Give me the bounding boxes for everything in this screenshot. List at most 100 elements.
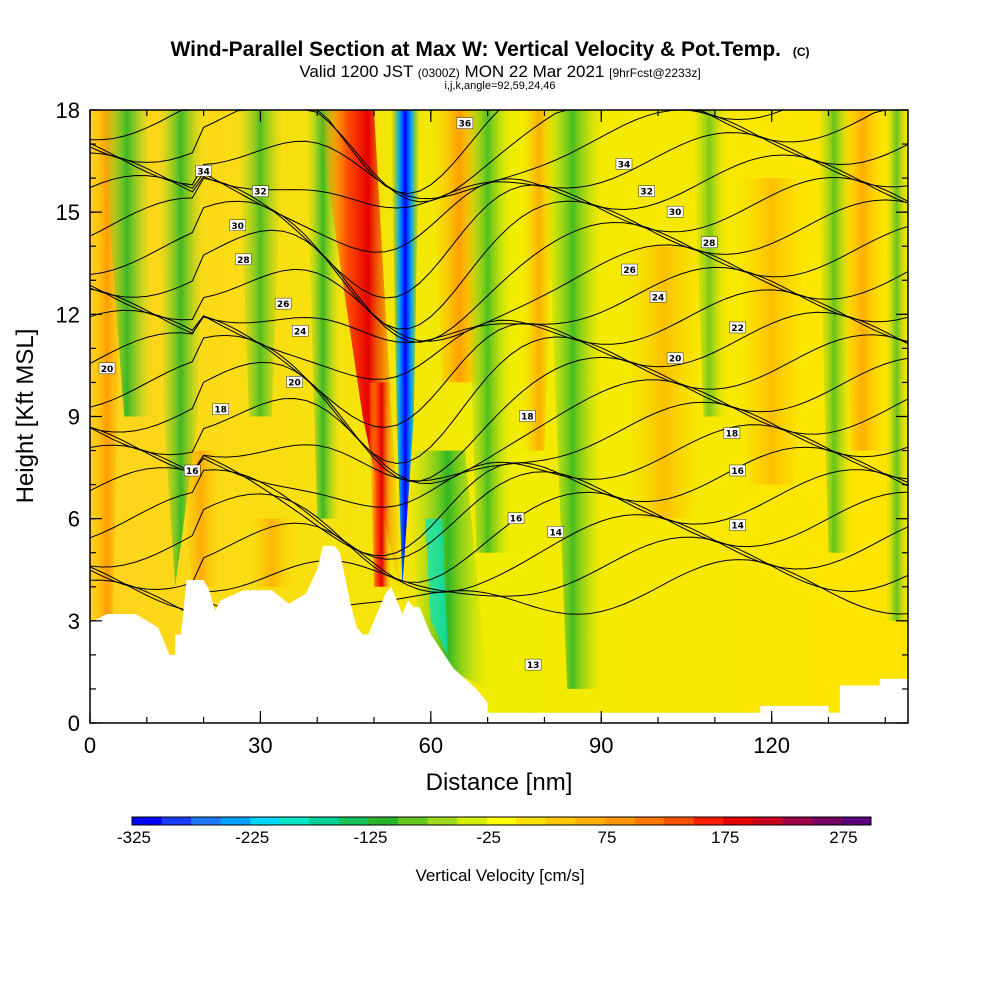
svg-text:28: 28: [703, 239, 716, 249]
velocity-band: [180, 450, 221, 587]
theta-contour-label: 32: [252, 185, 269, 198]
colorbar-swatch: [220, 817, 251, 825]
theta-contour-label: 24: [291, 325, 309, 337]
colorbar-swatch: [752, 817, 783, 825]
theta-contour: [90, 356, 908, 482]
theta-contour-label: 34: [615, 158, 633, 170]
y-tick-label: 12: [56, 302, 80, 327]
velocity-band: [839, 110, 886, 451]
valid-date: MON 22 Mar 2021: [465, 62, 605, 81]
svg-text:20: 20: [101, 365, 114, 375]
x-tick-label: 30: [248, 733, 272, 758]
velocity-band: [544, 110, 602, 689]
theta-contour: [90, 491, 908, 583]
theta-contour-label: 18: [519, 410, 536, 423]
theta-contour-label: 26: [621, 263, 638, 276]
svg-text:24: 24: [652, 293, 665, 303]
theta-contour: [90, 110, 908, 203]
y-axis-label: Height [Kft MSL]: [12, 329, 39, 504]
theta-contour: [90, 311, 908, 428]
theta-contour: [90, 244, 908, 342]
theta-contour-label: 16: [729, 464, 746, 477]
theta-contour-label: 34: [195, 165, 212, 177]
colorbar-swatch: [486, 817, 517, 825]
theta-contour-label: 14: [729, 519, 746, 531]
svg-text:18: 18: [726, 430, 739, 440]
colorbar-swatch: [368, 817, 399, 825]
svg-text:14: 14: [731, 521, 744, 531]
colorbar-swatch: [309, 817, 340, 825]
y-tick-label: 9: [68, 405, 80, 430]
y-tick-label: 15: [56, 200, 80, 225]
theta-contour: [90, 334, 908, 465]
colorbar-swatch: [723, 817, 754, 825]
theta-contour-label: 26: [274, 297, 292, 310]
colorbar-swatch: [427, 817, 458, 825]
theta-contour-label: 20: [98, 362, 116, 375]
velocity-band: [885, 110, 908, 621]
valid-zulu: (0300Z): [418, 66, 460, 80]
theta-contour-label: 16: [184, 464, 201, 477]
theta-contour: [90, 266, 908, 344]
svg-text:20: 20: [288, 378, 301, 388]
forecast-info: [9hrFcst@2233z]: [609, 66, 701, 80]
svg-text:20: 20: [669, 355, 682, 365]
svg-text:16: 16: [186, 467, 199, 477]
theta-contour-label: 16: [507, 512, 525, 525]
velocity-band: [464, 110, 511, 553]
svg-text:18: 18: [214, 406, 227, 416]
colorbar-swatch: [693, 817, 724, 825]
colorbar: [131, 816, 872, 826]
colorbar-swatch: [782, 817, 813, 825]
velocity-band: [249, 518, 295, 587]
velocity-band: [237, 110, 284, 417]
svg-text:Valid 1200 JST (0300Z): Valid 1200 JST (0300Z) MON 22 Mar 2021 […: [299, 62, 700, 81]
svg-text:30: 30: [231, 222, 244, 232]
y-tick-label: 3: [68, 609, 80, 634]
theta-contour: [90, 514, 908, 593]
x-tick-label: 120: [753, 733, 790, 758]
x-tick-label: 60: [419, 733, 443, 758]
colorbar-tick-label: -125: [353, 828, 387, 847]
theta-contour-label: 22: [729, 321, 746, 334]
valid-prefix: Valid 1200 JST: [299, 62, 413, 81]
theta-contour: [90, 379, 908, 485]
theta-contour: [90, 469, 908, 560]
theta-contour-label: 28: [700, 236, 718, 249]
theta-contour: [90, 221, 908, 343]
theta-contour-label: 18: [723, 427, 741, 440]
colorbar-swatch: [634, 817, 665, 825]
colorbar-swatch: [457, 817, 488, 825]
svg-text:26: 26: [623, 266, 636, 276]
theta-contour-label: 18: [212, 403, 229, 416]
x-tick-label: 90: [589, 733, 613, 758]
colorbar-swatch: [516, 817, 547, 825]
velocity-band: [368, 382, 392, 587]
colorbar-swatch: [338, 817, 369, 825]
velocity-band: [737, 178, 806, 485]
colorbar-swatch: [841, 817, 872, 825]
velocity-band: [521, 110, 556, 451]
theta-contour-label: 30: [666, 205, 684, 218]
colorbar-swatch: [545, 817, 576, 825]
velocity-band: [425, 518, 448, 655]
x-axis-label: Distance [nm]: [426, 769, 573, 796]
svg-text:32: 32: [254, 188, 267, 198]
colorbar-swatch: [604, 817, 635, 825]
svg-text:Wind-Parallel Section at Max W: Wind-Parallel Section at Max W: Vertical…: [170, 38, 809, 61]
colorbar-tick-label: -225: [235, 828, 269, 847]
theta-contour-label: 32: [638, 185, 655, 198]
velocity-band: [817, 110, 852, 553]
colorbar-tick-label: 75: [597, 828, 616, 847]
velocity-band: [305, 110, 340, 519]
svg-text:26: 26: [277, 300, 290, 310]
theta-contour: [90, 401, 908, 482]
theta-contour-label: 20: [286, 376, 303, 388]
colorbar-frame: [131, 816, 872, 826]
colorbar-tick-label: -25: [476, 828, 501, 847]
ijk-label: i,j,k,angle=92,59,24,46: [444, 80, 555, 92]
theta-contour: [90, 446, 908, 557]
colorbar-swatch: [279, 817, 310, 825]
colorbar-tick-label: -325: [117, 828, 151, 847]
